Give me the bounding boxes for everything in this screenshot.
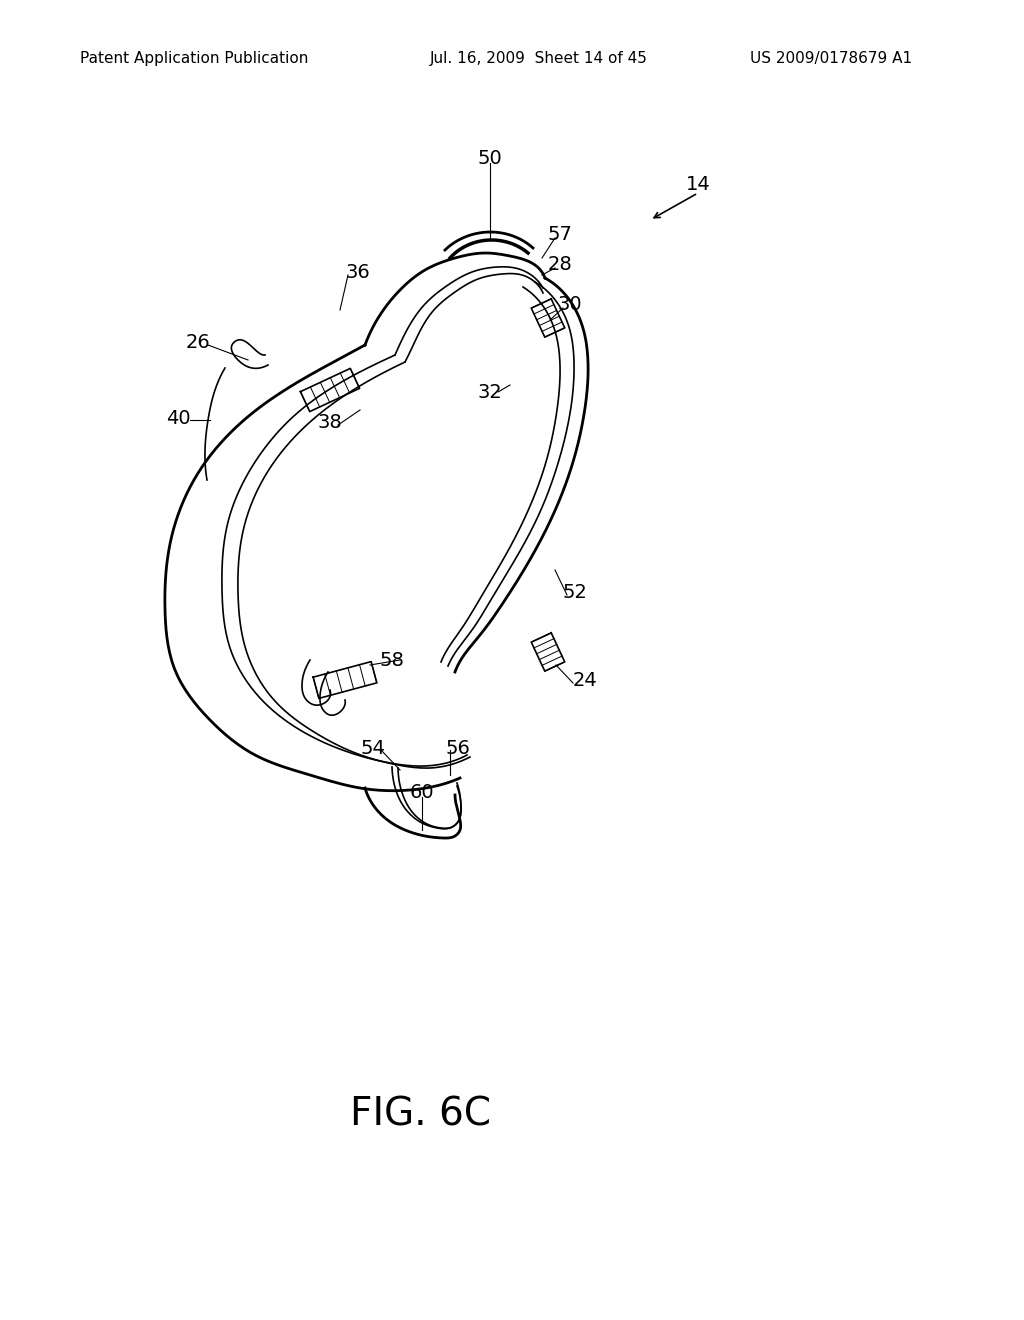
Text: 36: 36 [346, 263, 371, 281]
Text: US 2009/0178679 A1: US 2009/0178679 A1 [750, 50, 912, 66]
Text: 24: 24 [572, 671, 597, 689]
Text: 57: 57 [548, 226, 572, 244]
Text: 40: 40 [166, 408, 190, 428]
Text: 26: 26 [185, 333, 210, 351]
Text: 52: 52 [562, 582, 588, 602]
Text: 30: 30 [558, 296, 583, 314]
Text: Jul. 16, 2009  Sheet 14 of 45: Jul. 16, 2009 Sheet 14 of 45 [430, 50, 648, 66]
Text: 32: 32 [477, 383, 503, 401]
Text: 14: 14 [686, 176, 711, 194]
Text: 38: 38 [317, 412, 342, 432]
Text: 60: 60 [410, 784, 434, 803]
Text: 58: 58 [380, 651, 404, 669]
Text: 56: 56 [445, 738, 470, 758]
Text: 50: 50 [477, 149, 503, 168]
Text: 28: 28 [548, 256, 572, 275]
Text: FIG. 6C: FIG. 6C [349, 1096, 490, 1134]
Text: Patent Application Publication: Patent Application Publication [80, 50, 308, 66]
Text: 54: 54 [360, 738, 385, 758]
